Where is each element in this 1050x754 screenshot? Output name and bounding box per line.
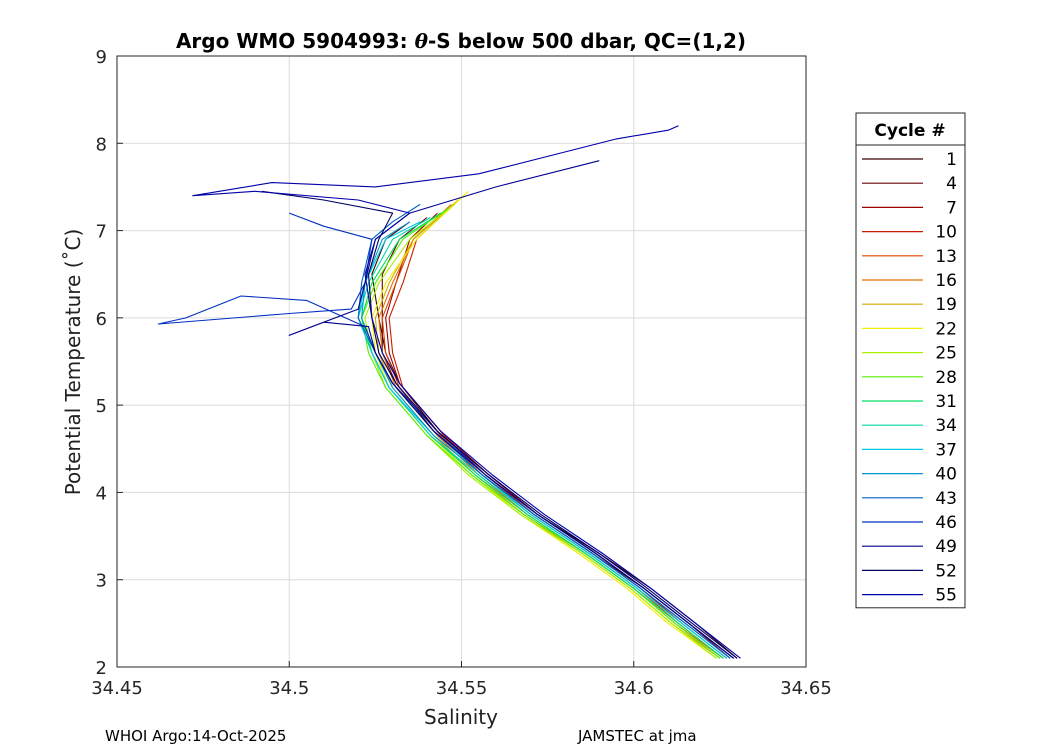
x-axis-ticks: 34.45 34.5 34.55 34.6 34.65 bbox=[91, 661, 832, 699]
legend-label-cycle-55: 55 bbox=[935, 586, 957, 606]
x-axis-label: Salinity bbox=[424, 705, 498, 729]
legend-entries: 1 4 7 10 13 16 19 22 25 28 31 34 37 40 43 46 49 52 55 bbox=[862, 150, 957, 606]
legend-box bbox=[855, 112, 966, 609]
series-line-cycle-31 bbox=[361, 212, 724, 659]
x-tick-label: 34.5 bbox=[269, 678, 309, 699]
legend-label-cycle-52: 52 bbox=[935, 561, 957, 581]
chart-title-prefix: Argo WMO 5904993: bbox=[176, 29, 415, 53]
x-tick-label: 34.65 bbox=[780, 678, 832, 699]
legend-label-cycle-22: 22 bbox=[935, 319, 957, 339]
legend-label-cycle-37: 37 bbox=[935, 440, 957, 460]
series-line-cycle-13 bbox=[381, 208, 724, 659]
legend-label-cycle-25: 25 bbox=[935, 344, 957, 364]
footer-credit-left: WHOI Argo:14-Oct-2025 bbox=[105, 727, 286, 745]
y-tick-label: 6 bbox=[96, 309, 107, 330]
y-tick-label: 5 bbox=[96, 396, 107, 417]
legend-label-cycle-46: 46 bbox=[935, 513, 957, 533]
y-tick-label: 7 bbox=[96, 222, 107, 243]
chart-title-suffix: -S below 500 dbar, QC=(1,2) bbox=[428, 29, 746, 53]
y-tick-label: 2 bbox=[96, 658, 107, 679]
y-axis-label: Potential Temperature (˚C) bbox=[61, 229, 85, 496]
y-tick-label: 3 bbox=[96, 571, 107, 592]
legend-label-cycle-40: 40 bbox=[935, 465, 957, 485]
data-series bbox=[157, 125, 741, 659]
legend-label-cycle-19: 19 bbox=[935, 295, 957, 315]
y-tick-label: 9 bbox=[96, 47, 107, 68]
y-tick-label: 8 bbox=[96, 134, 107, 155]
y-axis-ticks: 2 3 4 5 6 7 8 9 bbox=[96, 47, 123, 679]
chart-title-theta: θ bbox=[415, 29, 429, 53]
grid-lines bbox=[117, 56, 806, 667]
x-tick-label: 34.55 bbox=[436, 678, 488, 699]
footer-credit-right: JAMSTEC at jma bbox=[577, 727, 697, 745]
series-line-cycle-4 bbox=[381, 217, 735, 659]
chart-title: Argo WMO 5904993: θ-S below 500 dbar, QC… bbox=[176, 29, 746, 53]
legend-label-cycle-49: 49 bbox=[935, 537, 957, 557]
legend-label-cycle-16: 16 bbox=[935, 271, 957, 291]
legend-label-cycle-4: 4 bbox=[946, 174, 957, 194]
legend-label-cycle-13: 13 bbox=[935, 247, 957, 267]
series-line-cycle-25 bbox=[364, 203, 717, 659]
legend-label-cycle-43: 43 bbox=[935, 489, 957, 509]
x-tick-label: 34.45 bbox=[91, 678, 143, 699]
series-line-cycle-28 bbox=[361, 208, 721, 659]
y-tick-label: 4 bbox=[96, 483, 107, 504]
legend-label-cycle-28: 28 bbox=[935, 368, 957, 388]
series-line-cycle-55 bbox=[192, 125, 741, 659]
x-tick-label: 34.6 bbox=[614, 678, 654, 699]
legend-label-cycle-1: 1 bbox=[946, 150, 957, 170]
legend-label-cycle-34: 34 bbox=[935, 416, 957, 436]
series-line-cycle-34 bbox=[357, 217, 728, 659]
legend-label-cycle-10: 10 bbox=[935, 223, 957, 243]
legend-title: Cycle # bbox=[874, 121, 945, 141]
series-line-cycle-1 bbox=[371, 221, 738, 659]
series-line-cycle-43 bbox=[357, 203, 731, 659]
legend: Cycle # 1 4 7 10 13 16 19 22 25 28 31 34 37 40 43 46 49 5… bbox=[855, 112, 966, 609]
legend-label-cycle-7: 7 bbox=[946, 198, 957, 218]
series-line-cycle-37 bbox=[357, 221, 728, 659]
series-line-cycle-40 bbox=[361, 221, 731, 659]
legend-label-cycle-31: 31 bbox=[935, 392, 957, 412]
series-line-cycle-52 bbox=[261, 190, 738, 659]
